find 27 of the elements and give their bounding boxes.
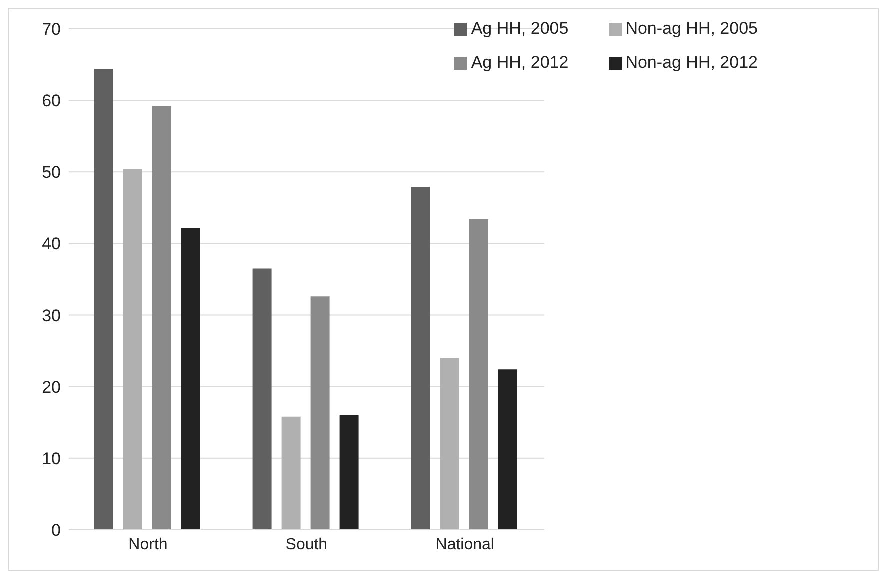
y-tick-label: 20 [42, 378, 61, 397]
bar [469, 219, 488, 530]
y-tick-label: 10 [42, 449, 61, 468]
x-tick-label: National [436, 536, 494, 554]
y-tick-label: 40 [42, 234, 61, 254]
legend-label: Ag HH, 2012 [471, 53, 569, 73]
x-tick-label: South [286, 536, 328, 554]
bar [282, 416, 301, 530]
bar [498, 370, 518, 530]
legend-label: Non-ag HH, 2012 [626, 53, 758, 73]
bar [310, 296, 330, 530]
bar [440, 358, 460, 530]
y-tick-label: 60 [42, 92, 61, 111]
y-tick-label: 0 [52, 521, 61, 540]
bar [340, 415, 359, 530]
legend-label: Non-ag HH, 2005 [626, 19, 758, 39]
x-tick-label: North [128, 536, 168, 554]
bar [123, 169, 142, 530]
y-tick-label: 70 [42, 20, 61, 40]
y-tick-label: 30 [42, 306, 61, 326]
bar [252, 268, 272, 530]
y-tick-label: 50 [42, 163, 61, 182]
bar [152, 106, 172, 530]
bar [94, 69, 114, 530]
bar [411, 187, 430, 530]
legend-label: Ag HH, 2005 [471, 19, 569, 39]
bar [181, 228, 200, 530]
